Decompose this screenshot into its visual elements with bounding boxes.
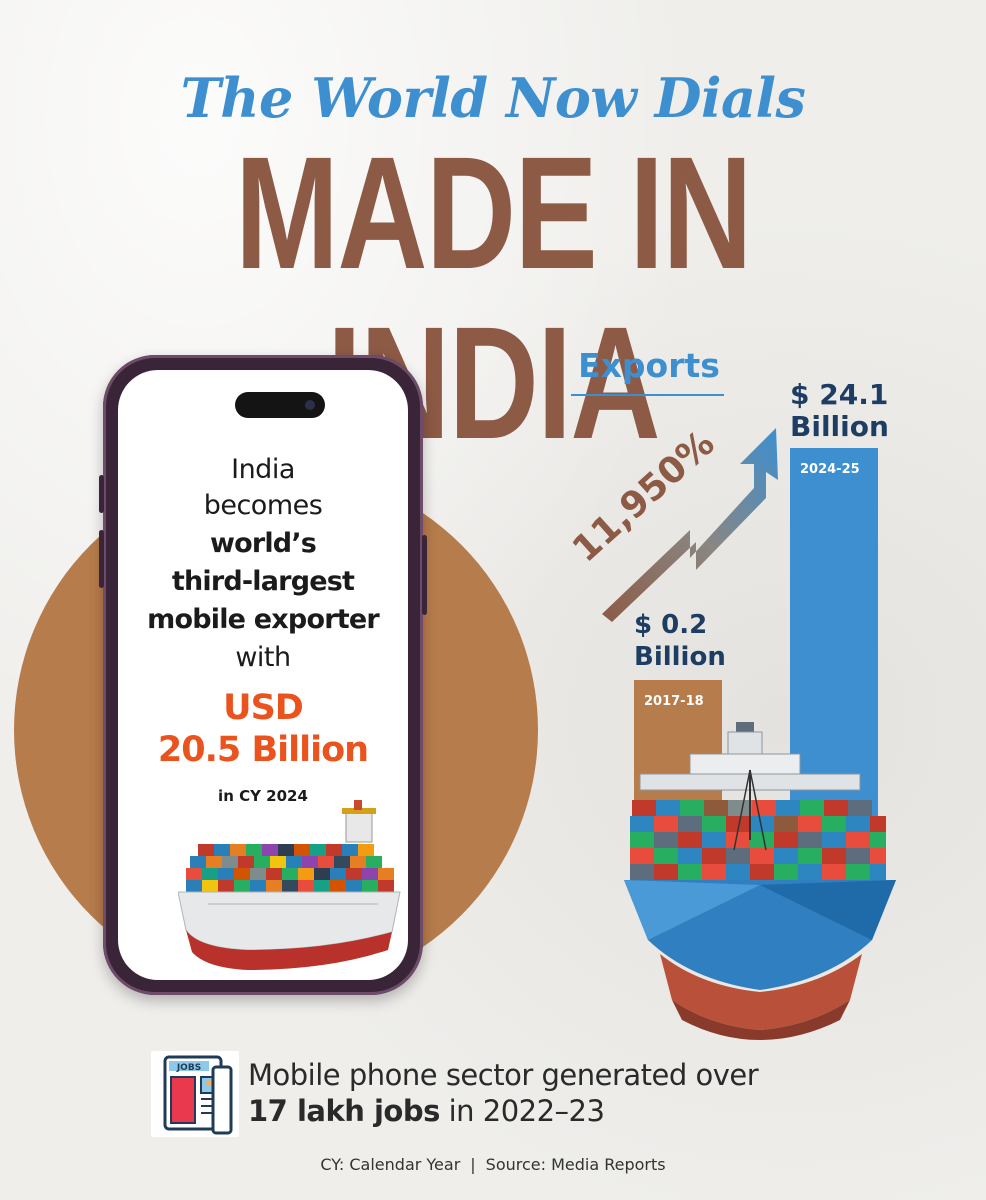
- bar-2024-25-unit: Billion: [790, 410, 889, 443]
- bar-2017-18-year: 2017-18: [644, 694, 704, 709]
- bar-2017-18-unit: Billion: [634, 642, 726, 672]
- cargo-ship-large-illustration: [624, 722, 896, 1040]
- phone-text-line-1: India: [231, 454, 295, 485]
- bar-2024-25-value: $ 24.1: [790, 378, 889, 411]
- phone-amount-line-1: USD: [223, 688, 304, 728]
- phone-text-line-3: world’s: [209, 528, 317, 559]
- cargo-ship-small-illustration: [178, 800, 401, 970]
- jobs-text-line-1: Mobile phone sector generated over: [248, 1058, 759, 1092]
- bar-2017-18-value: $ 0.2: [634, 610, 708, 640]
- bar-2024-25: [790, 448, 878, 830]
- phone-button-left-1: [99, 475, 104, 513]
- phone-period: in CY 2024: [218, 787, 308, 805]
- footnote: CY: Calendar Year | Source: Media Reports: [0, 1155, 986, 1174]
- footnote-separator: |: [470, 1155, 476, 1174]
- phone-screen: India becomes world’s third-largest mobi…: [118, 370, 408, 980]
- growth-arrow-icon: [602, 428, 778, 622]
- phone-button-right: [422, 535, 427, 615]
- headline-subtitle: The World Now Dials: [180, 66, 806, 130]
- chart-title-underline: [571, 394, 724, 396]
- phone-text-line-2: becomes: [203, 490, 323, 521]
- phone-mockup: India becomes world’s third-largest mobi…: [99, 355, 427, 995]
- jobs-text-line-2: 17 lakh jobs in 2022–23: [248, 1094, 605, 1128]
- dynamic-island: [235, 392, 325, 418]
- footnote-cy: CY: Calendar Year: [320, 1155, 461, 1174]
- jobs-count: 17 lakh jobs: [248, 1094, 440, 1128]
- phone-text-line-6: with: [235, 642, 291, 673]
- chart-title: Exports: [578, 346, 720, 385]
- footnote-source: Source: Media Reports: [485, 1155, 666, 1174]
- bar-2024-25-year: 2024-25: [800, 462, 860, 477]
- jobs-year: in 2022–23: [439, 1094, 605, 1128]
- jobs-icon-text: JOBS: [176, 1063, 201, 1073]
- phone-text-line-5: mobile exporter: [147, 604, 379, 635]
- phone-text-line-4: third-largest: [171, 566, 355, 597]
- jobs-newspaper-icon: JOBS: [151, 1051, 239, 1137]
- phone-amount-line-2: 20.5 Billion: [157, 730, 369, 770]
- exports-chart: [602, 428, 896, 1040]
- phone-button-left-2: [99, 530, 104, 588]
